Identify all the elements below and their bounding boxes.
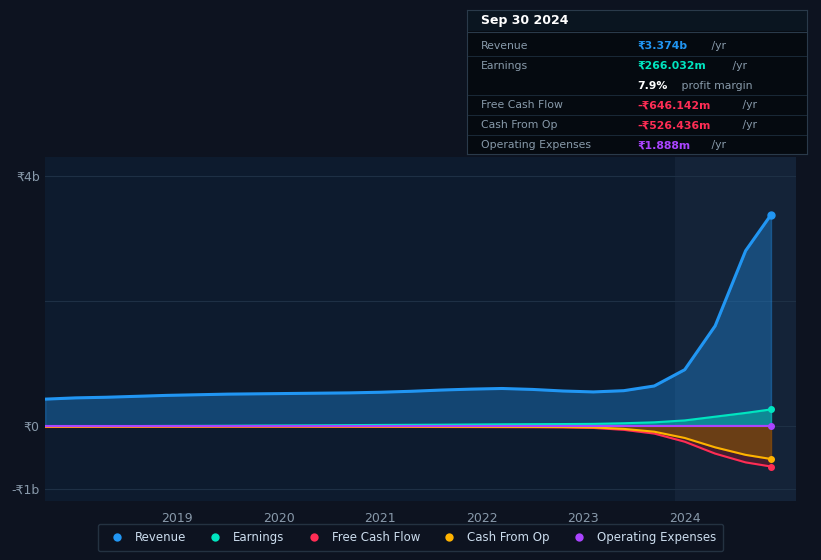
Text: Revenue: Revenue (481, 41, 528, 50)
Text: ₹1.888m: ₹1.888m (637, 141, 690, 150)
Text: -₹646.142m: -₹646.142m (637, 100, 710, 110)
Text: ₹3.374b: ₹3.374b (637, 41, 687, 50)
Text: /yr: /yr (709, 141, 727, 150)
Text: /yr: /yr (739, 120, 757, 130)
Text: /yr: /yr (729, 60, 747, 71)
Text: profit margin: profit margin (678, 81, 752, 91)
Text: -₹526.436m: -₹526.436m (637, 120, 710, 130)
Text: Operating Expenses: Operating Expenses (481, 141, 591, 150)
Text: 7.9%: 7.9% (637, 81, 667, 91)
Text: ₹266.032m: ₹266.032m (637, 60, 706, 71)
Bar (467, 10, 807, 31)
Text: Sep 30 2024: Sep 30 2024 (481, 14, 568, 27)
Legend: Revenue, Earnings, Free Cash Flow, Cash From Op, Operating Expenses: Revenue, Earnings, Free Cash Flow, Cash … (98, 524, 723, 551)
Text: Earnings: Earnings (481, 60, 528, 71)
Text: /yr: /yr (739, 100, 757, 110)
Bar (675, 157, 812, 501)
Text: Cash From Op: Cash From Op (481, 120, 557, 130)
Text: Free Cash Flow: Free Cash Flow (481, 100, 562, 110)
Text: /yr: /yr (709, 41, 727, 50)
